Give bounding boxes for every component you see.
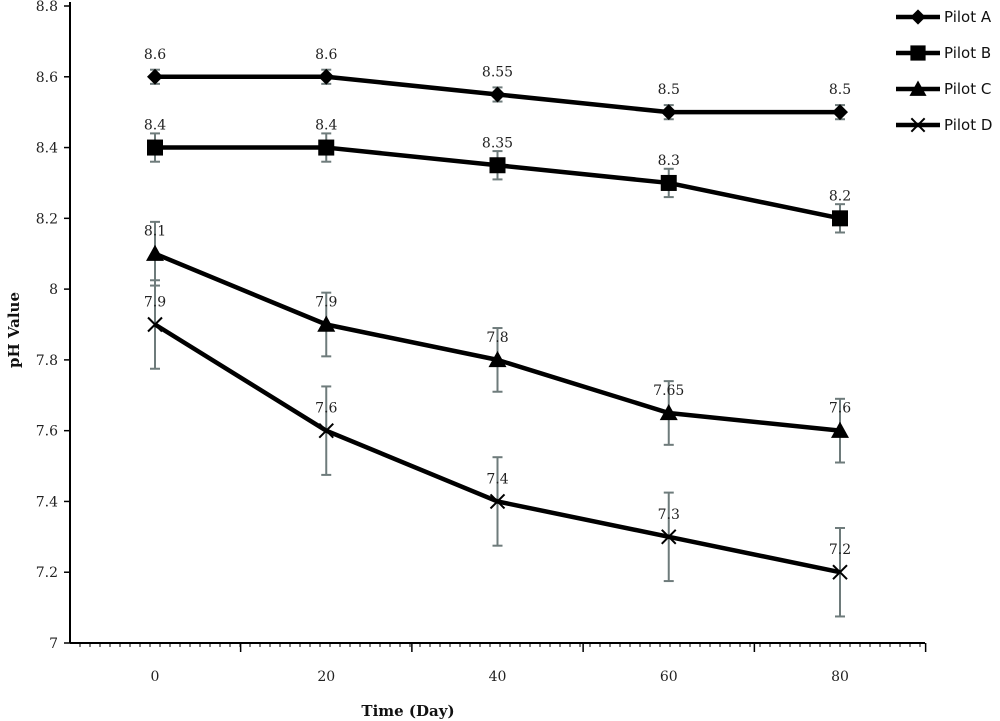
pilot-a-data-label: 8.5 (658, 82, 680, 98)
legend-label-pilot-c: Pilot C (944, 80, 991, 98)
pilot-b-data-label: 8.4 (144, 118, 166, 134)
y-tick-label: 8.6 (36, 70, 58, 86)
pilot-c-data-label: 7.9 (315, 295, 337, 311)
x-tick-label: 40 (489, 669, 507, 685)
pilot-d-point (147, 316, 163, 333)
pilot-a-data-label: 8.5 (829, 82, 851, 98)
pilot-b-data-label: 8.35 (482, 135, 513, 151)
pilot-b-point (660, 174, 677, 191)
y-tick-label: 7.8 (36, 353, 58, 369)
pilot-c-point (317, 315, 336, 332)
pilot-d-point (318, 422, 334, 439)
pilot-d-data-label: 7.2 (829, 542, 851, 558)
y-tick-label: 8.2 (36, 211, 58, 227)
legend-label-pilot-b: Pilot B (944, 44, 991, 62)
pilot-d-data-label: 7.4 (486, 471, 508, 487)
x-tick-label: 60 (660, 669, 678, 685)
pilot-b-data-label: 8.4 (315, 118, 337, 134)
pilot-c-point (146, 244, 164, 261)
y-tick-label: 8.4 (36, 141, 58, 157)
pilot-b-point (489, 157, 506, 174)
pilot-b-data-label: 8.2 (829, 188, 851, 204)
pilot-c-data-label: 8.1 (144, 224, 166, 240)
axes: 7 7.2 7.4 7.6 7.8 8 8.2 8.4 8.6 8.8 0 20 40 60 80 (36, 0, 927, 685)
data-labels: 8.6 8.6 8.55 8.5 8.5 8.4 8.4 8.35 8.3 8.2 8.1 7.9 7.… (144, 47, 851, 558)
pilot-b-point (318, 139, 335, 156)
pilot-b-data-label: 8.3 (658, 153, 680, 169)
pilot-a-data-label: 8.55 (482, 64, 513, 80)
pilot-c-data-label: 7.6 (829, 401, 851, 417)
pilot-d-data-label: 7.9 (144, 295, 166, 311)
legend-marker-pilot-a (910, 9, 926, 25)
legend-label-pilot-d: Pilot D (944, 116, 992, 134)
x-tick-label: 20 (317, 669, 335, 685)
pilot-d-point (489, 493, 506, 510)
legend-marker-pilot-b (910, 45, 926, 61)
y-axis-title: pH Value (5, 292, 23, 368)
x-axis-title: Time (Day) (361, 702, 454, 720)
pilot-a-point (318, 68, 335, 85)
y-tick-label: 7 (49, 636, 58, 652)
pilot-c-data-label: 7.8 (486, 330, 508, 346)
y-tick-label: 8 (49, 282, 58, 298)
legend-marker-pilot-d (910, 117, 926, 133)
x-tick-label: 80 (831, 669, 849, 685)
pilot-d-point (832, 564, 848, 580)
pilot-d-data-label: 7.6 (315, 401, 337, 417)
pilot-c-point (659, 403, 678, 421)
pilot-a-data-label: 8.6 (144, 47, 166, 63)
y-tick-label: 8.8 (36, 0, 58, 15)
legend: Pilot A Pilot B Pilot C Pilot D (896, 8, 992, 134)
pilot-c-point (488, 350, 507, 368)
pilot-d-point (661, 529, 677, 545)
pilot-d-data-label: 7.3 (658, 507, 680, 523)
x-tick-label: 0 (151, 669, 160, 685)
pilot-a-point (147, 68, 163, 85)
pilot-a-point (489, 86, 506, 103)
pilot-c-point (831, 421, 849, 438)
legend-marker-pilot-c (909, 80, 927, 96)
pilot-a-point (660, 104, 677, 121)
pilot-c-data-label: 7.65 (653, 383, 684, 399)
pilot-b-point (832, 210, 848, 227)
y-tick-label: 7.4 (36, 494, 58, 510)
pilot-a-point (832, 104, 848, 121)
series-markers (146, 68, 849, 580)
y-tick-label: 7.2 (36, 565, 58, 581)
y-tick-label: 7.6 (36, 424, 58, 440)
pilot-a-data-label: 8.6 (315, 47, 337, 63)
legend-label-pilot-a: Pilot A (944, 8, 992, 26)
pilot-b-point (147, 139, 163, 156)
